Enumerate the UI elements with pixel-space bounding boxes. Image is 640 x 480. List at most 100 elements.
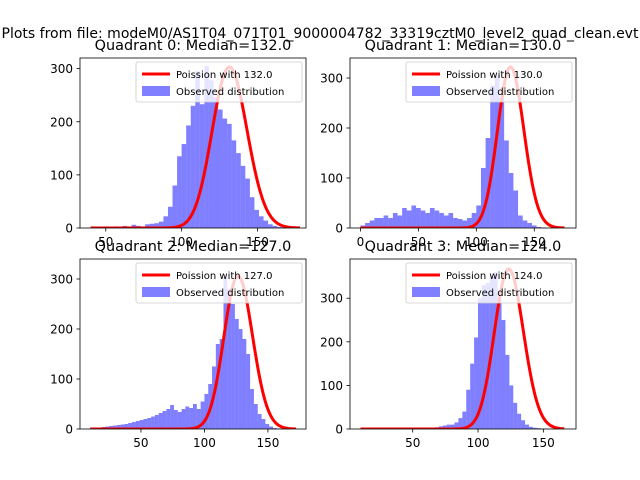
histogram-bar xyxy=(528,426,533,429)
histogram-bar xyxy=(163,216,168,228)
histogram-bar xyxy=(272,428,277,429)
histogram-bar xyxy=(493,272,498,429)
histogram-bar xyxy=(261,419,266,429)
histogram-bar xyxy=(471,213,477,228)
x-tick-label: 0 xyxy=(357,235,365,249)
histogram-bar xyxy=(128,423,133,429)
histogram-bar xyxy=(253,404,258,429)
histogram-bar xyxy=(448,213,454,228)
x-tick-label: 100 xyxy=(467,436,490,450)
quadrant-2-chart: 50 100 150 0 100 200 300 Quadrant 2: Median=127… xyxy=(50,239,307,450)
histogram-bar xyxy=(508,173,514,228)
legend-box xyxy=(405,262,573,304)
histogram-bar xyxy=(457,219,463,228)
histogram-bar xyxy=(246,354,251,429)
legend-box xyxy=(135,61,303,103)
histogram-bar xyxy=(392,213,398,228)
chart-title: Quadrant 2: Median=127.0 xyxy=(95,239,292,255)
histogram-bar xyxy=(149,223,155,228)
histogram-bar xyxy=(522,220,528,228)
histogram-bar xyxy=(462,220,468,228)
histogram-bar xyxy=(185,406,190,429)
histogram-bar xyxy=(501,320,506,429)
histogram-bar xyxy=(513,190,519,228)
histogram-bar xyxy=(170,405,174,429)
histogram-bar xyxy=(193,404,197,429)
histogram-bar xyxy=(227,289,232,429)
axes-frame xyxy=(79,258,307,430)
axes-frame xyxy=(79,57,307,229)
histogram-bar xyxy=(454,422,459,429)
histogram-bar xyxy=(481,285,486,429)
histogram-bar xyxy=(249,197,255,228)
histogram-bar xyxy=(470,363,475,429)
histogram-bar xyxy=(397,215,403,228)
y-tick-label: 300 xyxy=(320,72,343,86)
histogram-bar xyxy=(222,118,228,228)
plot-content xyxy=(90,65,300,228)
histogram-bar xyxy=(204,65,209,228)
histogram-bar xyxy=(402,208,407,228)
histogram-bar xyxy=(190,105,196,228)
y-tick-label: 100 xyxy=(50,373,73,387)
x-tick-label: 150 xyxy=(532,436,555,450)
histogram-bar xyxy=(263,220,269,228)
y-tick-label: 100 xyxy=(320,172,343,186)
histogram-bar xyxy=(478,298,482,429)
histogram-bar xyxy=(254,209,259,228)
histogram-bar xyxy=(525,424,529,429)
histogram-bar xyxy=(499,98,505,228)
legend-box xyxy=(135,262,303,304)
x-tick-label: 150 xyxy=(256,436,279,450)
histogram-bar xyxy=(196,409,201,429)
histogram-bar xyxy=(474,337,479,429)
histogram-bar xyxy=(120,424,125,429)
histogram-bar xyxy=(513,402,518,429)
histogram-bar xyxy=(242,339,247,429)
histogram-bar xyxy=(383,215,389,228)
histogram-bar xyxy=(485,282,490,429)
histogram-bar xyxy=(227,123,232,228)
histogram-bar xyxy=(189,408,193,429)
histogram-bar xyxy=(131,224,137,228)
histogram-bar xyxy=(416,208,421,228)
y-tick-label: 200 xyxy=(50,323,73,337)
histogram-bar xyxy=(223,276,228,429)
histogram-bar xyxy=(208,80,214,228)
histogram-bar xyxy=(420,210,426,228)
histogram-bar xyxy=(234,319,239,429)
histogram-bar xyxy=(532,427,537,429)
histogram-bar xyxy=(521,420,526,429)
histogram-bar xyxy=(429,208,435,228)
histogram-bar xyxy=(462,411,467,429)
histogram-bar xyxy=(411,205,417,228)
y-tick-label: 200 xyxy=(320,122,343,136)
histogram-bar xyxy=(240,165,246,228)
y-tick-label: 0 xyxy=(335,222,343,236)
chart-title: Quadrant 0: Median=132.0 xyxy=(95,38,292,54)
x-tick-label: 150 xyxy=(523,235,546,249)
quadrant-3-chart: 50 100 150 0 100 200 300 Quadrant 3: Median=124… xyxy=(320,239,577,450)
chart-title: Quadrant 3: Median=124.0 xyxy=(365,239,562,255)
histogram-bar xyxy=(453,218,458,228)
histogram-bar xyxy=(147,418,152,429)
histogram-bar xyxy=(154,223,159,228)
histogram-bar xyxy=(181,144,187,228)
histogram-bar xyxy=(269,426,273,429)
histogram-bar xyxy=(139,420,144,429)
x-tick-label: 100 xyxy=(465,235,488,249)
histogram-bar xyxy=(258,216,264,228)
x-tick-label: 50 xyxy=(98,235,113,249)
histogram-bar xyxy=(162,411,167,429)
y-tick-label: 300 xyxy=(50,273,73,287)
y-tick-label: 300 xyxy=(320,292,343,306)
histogram-bar xyxy=(177,412,182,429)
histogram-bar xyxy=(231,140,237,228)
legend-box xyxy=(405,61,573,103)
legend-patch-observed xyxy=(412,287,440,297)
histogram-bar xyxy=(439,213,444,228)
histogram-bar xyxy=(166,409,171,429)
histogram-bar xyxy=(245,178,250,228)
histogram-bar xyxy=(476,205,481,228)
